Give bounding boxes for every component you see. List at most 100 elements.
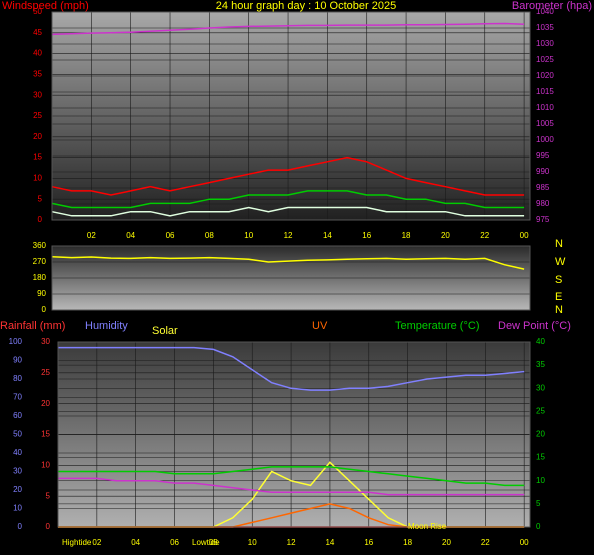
x-tick-label: 16 [364, 538, 373, 547]
x-tick-label: 16 [362, 231, 371, 240]
direction-label: W [555, 256, 566, 268]
x-tick-label: 22 [481, 538, 490, 547]
y-tick-label: 50 [13, 430, 22, 439]
annotation: Hightide [62, 538, 92, 547]
chart-title: 24 hour graph day : 10 October 2025 [216, 0, 396, 12]
x-tick-label: 06 [170, 538, 179, 547]
y-tick-label: 60 [13, 411, 22, 420]
legend-label: Solar [152, 325, 178, 337]
x-tick-label: 20 [441, 231, 450, 240]
y-tick-label: 30 [33, 90, 42, 99]
legend-label: UV [312, 320, 328, 332]
y-tick-label: 5 [46, 491, 51, 500]
series-line [51, 22, 525, 36]
y-tick-label: 995 [536, 151, 550, 160]
series-line [58, 346, 525, 391]
y-tick-label: 90 [13, 356, 22, 365]
y-tick-label: 0 [536, 522, 541, 531]
x-tick-label: 14 [325, 538, 334, 547]
x-tick-label: 14 [323, 231, 332, 240]
y-tick-label: 30 [536, 383, 545, 392]
direction-label: N [555, 304, 563, 316]
y-tick-label: 20 [536, 430, 545, 439]
y-tick-label: 1040 [536, 7, 554, 16]
y-tick-label: 1000 [536, 135, 554, 144]
y-tick-label: 25 [536, 406, 545, 415]
y-tick-label: 30 [13, 467, 22, 476]
x-tick-label: 10 [248, 538, 257, 547]
y-tick-label: 270 [33, 257, 47, 266]
x-tick-label: 08 [209, 538, 218, 547]
y-tick-label: 1015 [536, 87, 554, 96]
y-tick-label: 10 [13, 504, 22, 513]
y-tick-label: 1025 [536, 55, 554, 64]
y-tick-label: 1030 [536, 39, 554, 48]
y-tick-label: 45 [33, 28, 42, 37]
x-tick-label: 00 [520, 538, 529, 547]
y-tick-label: 0 [42, 305, 47, 314]
y-tick-label: 15 [536, 453, 545, 462]
legend-label: Humidity [85, 320, 128, 332]
y2-axis-title: Barometer (hpa) [512, 0, 592, 12]
y-tick-label: 15 [41, 430, 50, 439]
plot-border [57, 341, 531, 528]
direction-label: S [555, 274, 562, 286]
x-tick-label: 22 [480, 231, 489, 240]
y-tick-label: 20 [13, 485, 22, 494]
x-tick-label: 20 [442, 538, 451, 547]
y-tick-label: 40 [33, 49, 42, 58]
x-tick-label: 18 [403, 538, 412, 547]
y-tick-label: 1020 [536, 71, 554, 80]
x-tick-label: 12 [287, 538, 296, 547]
y-tick-label: 0 [38, 215, 43, 224]
plot-border [51, 11, 531, 221]
annotation: Lowtide [192, 538, 220, 547]
series-line [58, 466, 525, 487]
y-tick-label: 10 [536, 476, 545, 485]
y-tick-label: 100 [9, 337, 23, 346]
legend-label: Rainfall (mm) [0, 320, 65, 332]
y-tick-label: 1005 [536, 119, 554, 128]
y-axis-title: Windspeed (mph) [2, 0, 89, 12]
y-tick-label: 0 [18, 522, 23, 531]
series-line [51, 190, 525, 209]
y-tick-label: 15 [33, 153, 42, 162]
y-tick-label: 35 [536, 360, 545, 369]
direction-label: E [555, 291, 562, 303]
x-tick-label: 00 [520, 231, 529, 240]
y-tick-label: 70 [13, 393, 22, 402]
y-tick-label: 30 [41, 337, 50, 346]
y-tick-label: 35 [33, 70, 42, 79]
y-tick-label: 20 [41, 399, 50, 408]
y-tick-label: 10 [41, 460, 50, 469]
y-tick-label: 1035 [536, 23, 554, 32]
legend-label: Dew Point (°C) [498, 320, 571, 332]
y-tick-label: 360 [33, 241, 47, 250]
x-tick-label: 02 [92, 538, 101, 547]
y-tick-label: 990 [536, 167, 550, 176]
series-line [51, 255, 525, 270]
plot-border [51, 245, 531, 311]
y-tick-label: 25 [33, 111, 42, 120]
y-tick-label: 0 [46, 522, 51, 531]
y-tick-label: 40 [536, 337, 545, 346]
direction-label: N [555, 238, 563, 250]
legend-label: Temperature (°C) [395, 320, 479, 332]
y-tick-label: 980 [536, 199, 550, 208]
x-tick-label: 04 [126, 231, 135, 240]
y-tick-label: 50 [33, 7, 42, 16]
y-tick-label: 975 [536, 215, 550, 224]
x-tick-label: 04 [131, 538, 140, 547]
y-tick-label: 985 [536, 183, 550, 192]
y-tick-label: 10 [33, 174, 42, 183]
y-tick-label: 5 [38, 194, 43, 203]
annotation: Moon Rise [408, 522, 447, 531]
x-tick-label: 08 [205, 231, 214, 240]
series-line [51, 206, 525, 217]
y-tick-label: 1010 [536, 103, 554, 112]
y-tick-label: 25 [41, 368, 50, 377]
x-tick-label: 12 [284, 231, 293, 240]
y-tick-label: 80 [13, 374, 22, 383]
